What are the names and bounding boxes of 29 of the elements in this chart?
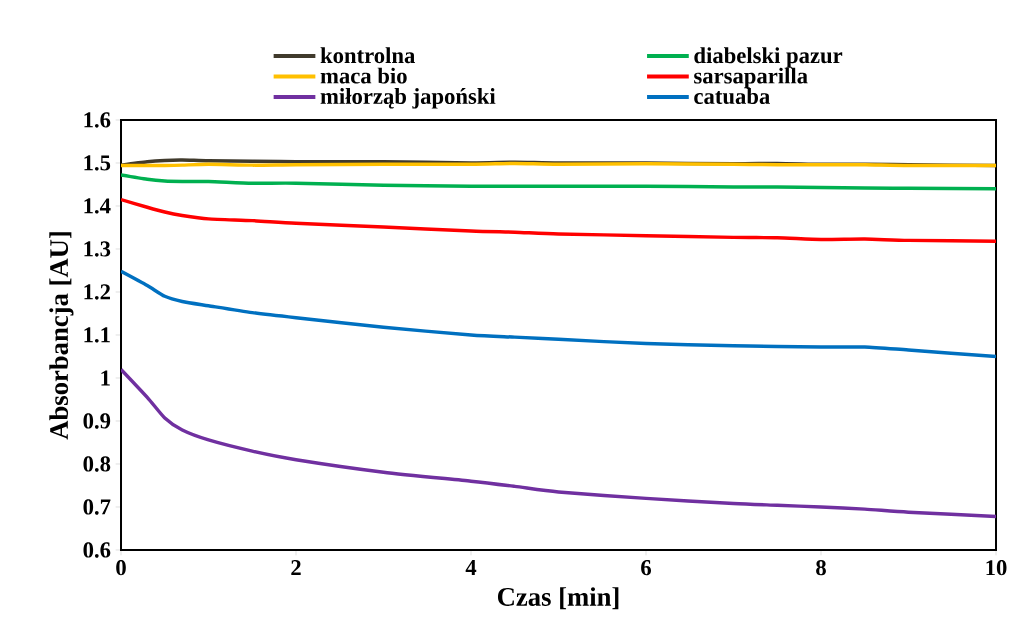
- y-tick-label: 0.6: [83, 542, 111, 558]
- line-series: [121, 197, 997, 243]
- y-tick-label: 1.3: [84, 241, 111, 257]
- y-tick-label: 0.8: [83, 456, 111, 472]
- x-tick-label: 4: [465, 560, 477, 575]
- legend-label: catuaba: [694, 88, 770, 105]
- legend-label: maca bio: [320, 67, 407, 84]
- line-series: [121, 173, 997, 191]
- y-tick-label: 1: [101, 370, 110, 386]
- x-axis-title: Czas [min]: [497, 587, 619, 610]
- legend-label: diabelski pazur: [694, 47, 843, 68]
- y-tick-label: 1.5: [84, 155, 111, 171]
- x-tick-label: 10: [986, 560, 1007, 576]
- y-tick-label: 1.6: [84, 112, 111, 128]
- y-tick-label: 0.9: [83, 413, 111, 429]
- line-series: [121, 367, 997, 519]
- y-tick-label: 1.4: [84, 198, 111, 214]
- y-tick-label: 0.7: [83, 499, 111, 515]
- y-axis-title: Absorbancja [AU]: [49, 232, 74, 440]
- line-series: [121, 269, 997, 359]
- x-tick-label: 2: [291, 560, 301, 576]
- x-tick-label: 0: [116, 560, 126, 576]
- y-tick-label: 1.1: [84, 327, 110, 343]
- legend-label: miłorząb japoński: [320, 88, 496, 109]
- x-tick-label: 6: [641, 560, 652, 576]
- y-tick-label: 1.2: [84, 284, 110, 300]
- legend-label: kontrolna: [320, 47, 416, 64]
- x-tick-label: 8: [816, 560, 826, 576]
- legend-label: sarsaparilla: [694, 67, 808, 89]
